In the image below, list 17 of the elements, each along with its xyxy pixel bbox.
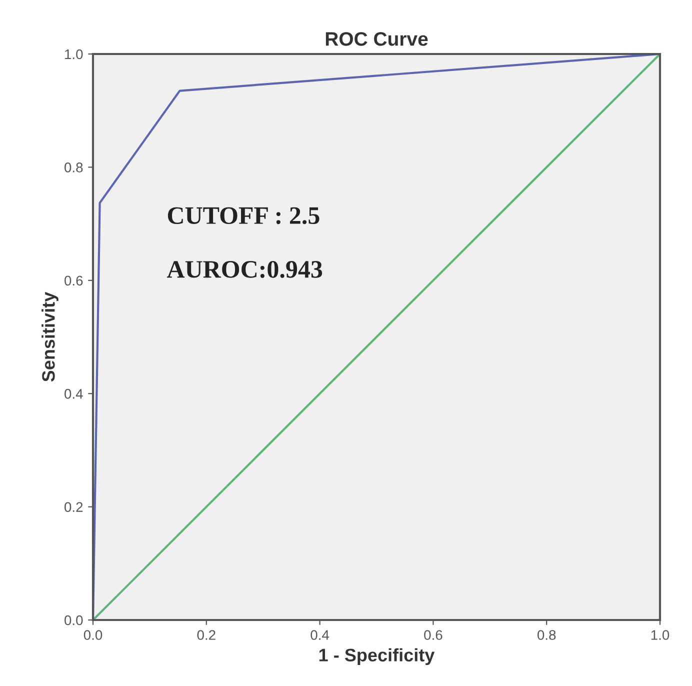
annotation: AUROC:0.943 bbox=[166, 260, 322, 278]
y-tick-label: 0.4 bbox=[64, 388, 83, 399]
annotation: CUTOFF : 2.5 bbox=[168, 207, 320, 224]
x-tick-label: 0.4 bbox=[310, 630, 330, 640]
x-tick-label: 0.6 bbox=[424, 630, 442, 640]
y-axis-title: Sensitivity bbox=[42, 292, 58, 382]
y-tick-label: 0.0 bbox=[64, 615, 83, 626]
chart-title: ROC Curve bbox=[326, 32, 428, 46]
y-tick-label: 1.0 bbox=[65, 49, 83, 60]
x-axis-title: 1 - Specificity bbox=[319, 648, 435, 666]
x-tick-label: 0.2 bbox=[197, 630, 216, 640]
x-tick-label: 0.0 bbox=[84, 630, 102, 640]
y-tick-label: 0.8 bbox=[64, 162, 83, 172]
y-tick-label: 0.6 bbox=[64, 276, 83, 286]
y-tick-label: 0.2 bbox=[64, 502, 83, 512]
x-tick-label: 0.8 bbox=[537, 630, 556, 640]
x-tick-label: 1.0 bbox=[651, 630, 670, 640]
